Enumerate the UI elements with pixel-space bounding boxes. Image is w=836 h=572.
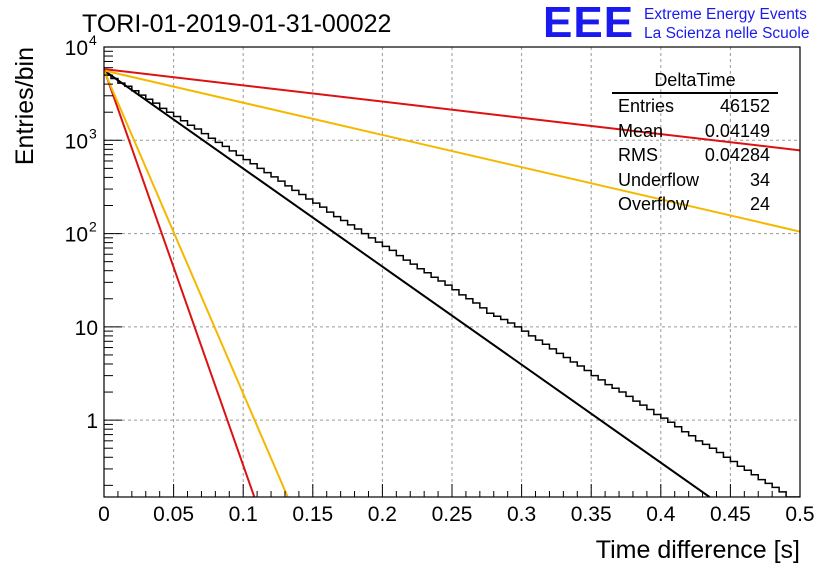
brand-line-2: La Scienza nelle Scuole	[644, 25, 810, 42]
stats-label: RMS	[618, 145, 658, 165]
stats-label: Overflow	[618, 194, 690, 214]
fit-line	[104, 68, 256, 497]
x-tick-label: 0.35	[571, 503, 612, 526]
stats-label: Entries	[618, 96, 675, 116]
fit-line	[104, 68, 800, 152]
x-axis-title: Time difference [s]	[596, 536, 800, 564]
stats-box: DeltaTime Entries 46152 Mean 0.04149 RMS…	[612, 70, 778, 217]
fit-line	[104, 69, 800, 233]
stats-value: 24	[749, 194, 770, 214]
x-tick-label: 0.1	[229, 503, 258, 526]
fit-line	[104, 70, 289, 497]
y-tick-exponent: 2	[89, 219, 97, 235]
stats-row-overflow: Overflow 24	[612, 192, 778, 217]
brand-logo: EEE	[543, 0, 635, 47]
y-tick-label: 10	[65, 130, 88, 153]
histogram-series	[104, 74, 800, 497]
y-tick-label: 10	[75, 317, 98, 340]
stats-value: 0.04149	[704, 120, 770, 141]
x-tick-label: 0.45	[710, 503, 751, 526]
brand-block: EEE Extreme Energy Events La Scienza nel…	[543, 0, 810, 47]
stats-label: Underflow	[618, 169, 700, 190]
x-tick-label: 0.3	[507, 503, 536, 526]
fit-line	[104, 69, 711, 497]
y-tick-exponent: 4	[89, 32, 97, 48]
brand-line-1: Extreme Energy Events	[644, 6, 807, 23]
stats-value: 0.04284	[704, 145, 770, 165]
x-tick-label: 0.05	[153, 503, 194, 526]
x-tick-label: 0.4	[646, 503, 676, 526]
stats-value: 34	[749, 169, 770, 190]
stats-row-entries: Entries 46152	[612, 94, 778, 119]
stats-label: Mean	[618, 120, 664, 141]
x-tick-label: 0.2	[368, 503, 397, 526]
y-axis-title: Entries/bin	[11, 47, 39, 165]
stats-title: DeltaTime	[612, 70, 778, 94]
x-tick-label: 0.25	[432, 503, 473, 526]
x-tick-label: 0	[98, 503, 110, 526]
brand-text: Extreme Energy Events La Scienza nelle S…	[644, 5, 809, 43]
y-tick-label: 10	[65, 224, 88, 247]
y-tick-label: 10	[65, 37, 88, 60]
x-tick-label: 0.15	[292, 503, 333, 526]
stats-row-underflow: Underflow 34	[612, 168, 778, 193]
y-tick-label: 1	[86, 410, 98, 433]
stats-row-rms: RMS 0.04284	[612, 143, 778, 168]
stats-row-mean: Mean 0.04149	[612, 119, 778, 144]
run-title: TORI-01-2019-01-31-00022	[82, 10, 392, 38]
y-tick-exponent: 3	[89, 125, 97, 141]
stats-value: 46152	[719, 96, 770, 116]
x-tick-label: 0.5	[785, 503, 814, 526]
